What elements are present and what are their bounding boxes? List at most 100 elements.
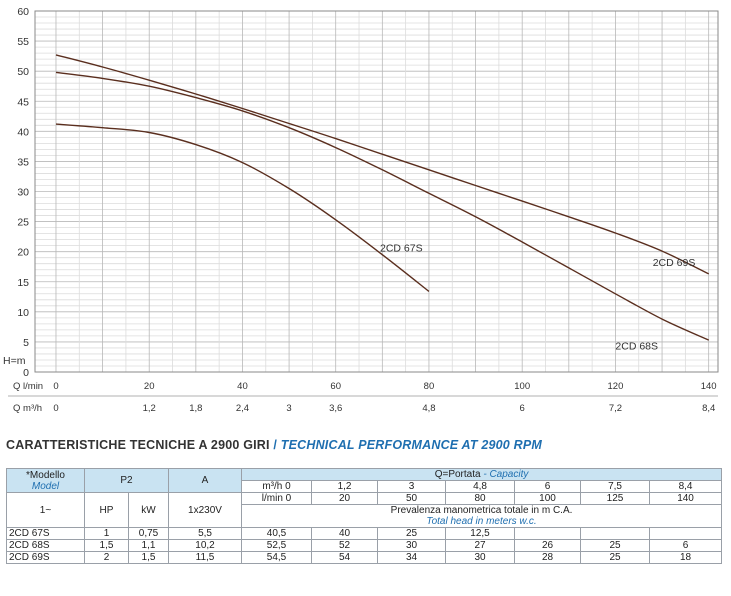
x-tick-label-lmin: 40	[237, 381, 248, 392]
m3h-cell: 3	[377, 480, 447, 493]
lmin-cell: 125	[580, 492, 651, 505]
head-cell: 30	[445, 551, 516, 564]
amp-cell: 5,5	[168, 527, 243, 540]
y-tick-label: 40	[17, 126, 29, 138]
kw-cell: 1,5	[127, 551, 170, 564]
y-tick-label: 35	[17, 156, 29, 168]
series-label: 2CD 67S	[380, 243, 423, 255]
head-cell: 26	[514, 539, 582, 552]
model-header: *Modello Model	[6, 468, 85, 493]
y-tick-label: 10	[17, 307, 29, 319]
lmin-cell: l/min 0	[241, 492, 313, 505]
plot-frame	[34, 10, 719, 373]
x-axis-label-lmin: Q l/min	[13, 381, 43, 392]
m3h-cell: m³/h 0	[241, 480, 313, 493]
m3h-cell: 6	[514, 480, 582, 493]
y-tick-label: 15	[17, 277, 29, 289]
hp-cell: 1,5	[84, 539, 129, 552]
x-tick-label-m3h: 6	[520, 403, 525, 414]
y-tick-label: 5	[23, 337, 29, 349]
hp-cell: 2	[84, 551, 129, 564]
x-tick-label-lmin: 120	[608, 381, 624, 392]
x-tick-label-lmin: 140	[701, 381, 717, 392]
amp-cell: 10,2	[168, 539, 243, 552]
kw-header: kW	[127, 492, 170, 528]
x-axis-label-m3h: Q m³/h	[13, 403, 42, 414]
lmin-cell: 20	[311, 492, 379, 505]
table-header-row: *Modello Model P2 A Q=Portata - Capacity	[6, 468, 723, 493]
y-tick-label: 60	[17, 6, 29, 18]
hp-header: HP	[84, 492, 129, 528]
y-tick-label: 55	[17, 36, 29, 48]
x-tick-label-m3h: 0	[53, 403, 58, 414]
head-cell: 54,5	[241, 551, 313, 564]
x-tick-label-lmin: 80	[424, 381, 435, 392]
model-cell: 2CD 69S	[6, 551, 85, 564]
y-tick-label: 45	[17, 96, 29, 108]
y-tick-label: 30	[17, 187, 29, 199]
lmin-cell: 80	[445, 492, 516, 505]
series-label: 2CD 69S	[653, 257, 696, 269]
lmin-cell: 50	[377, 492, 447, 505]
head-cell: 18	[649, 551, 723, 564]
kw-cell: 0,75	[127, 527, 170, 540]
lmin-cell: 140	[649, 492, 723, 505]
series-label: 2CD 68S	[615, 341, 658, 353]
x-tick-label-m3h: 1,2	[143, 403, 156, 414]
head-caption: Prevalenza manometrica totale in m C.A. T…	[241, 504, 723, 528]
head-cell: 52,5	[241, 539, 313, 552]
performance-table: *Modello Model P2 A Q=Portata - Capacity …	[6, 468, 723, 564]
head-cell	[514, 527, 582, 540]
head-cell: 34	[377, 551, 447, 564]
x-tick-label-lmin: 60	[330, 381, 341, 392]
voltage-cell: 1x230V	[168, 492, 243, 528]
m3h-cell: 1,2	[311, 480, 379, 493]
curve-2cd-67s	[55, 123, 430, 292]
head-cell: 12,5	[445, 527, 516, 540]
x-tick-label-m3h: 3	[286, 403, 291, 414]
head-cell	[649, 527, 723, 540]
phase-cell: 1~	[6, 492, 85, 528]
x-tick-label-lmin: 0	[53, 381, 58, 392]
table-row: 2CD 68S 1,5 1,1 10,2 52,5 52 30 27 26 25…	[6, 539, 723, 552]
units-row: 1~ HP kW 1x230V l/min 0 20 50 80 100 125…	[6, 492, 723, 528]
head-cell: 52	[311, 539, 379, 552]
amp-header: A	[168, 468, 243, 493]
model-cell: 2CD 68S	[6, 539, 85, 552]
capacity-header: Q=Portata - Capacity	[241, 468, 723, 481]
x-tick-label-m3h: 3,6	[329, 403, 342, 414]
table-row: 2CD 67S 1 0,75 5,5 40,5 40 25 12,5	[6, 527, 723, 540]
m3h-cell: 8,4	[649, 480, 723, 493]
x-tick-label-m3h: 4,8	[422, 403, 435, 414]
head-cell: 6	[649, 539, 723, 552]
head-cell: 28	[514, 551, 582, 564]
heading-english: TECHNICAL PERFORMANCE AT 2900 RPM	[280, 438, 543, 452]
y-tick-label: 50	[17, 66, 29, 78]
amp-cell: 11,5	[168, 551, 243, 564]
kw-cell: 1,1	[127, 539, 170, 552]
hp-cell: 1	[84, 527, 129, 540]
y-axis-label: H=m	[3, 355, 26, 367]
x-tick-label-m3h: 7,2	[609, 403, 622, 414]
x-tick-label-m3h: 1,8	[189, 403, 202, 414]
section-heading: CARATTERISTICHE TECNICHE A 2900 GIRI / T…	[6, 438, 542, 452]
y-tick-label: 0	[23, 367, 29, 379]
model-cell: 2CD 67S	[6, 527, 85, 540]
head-cell: 25	[580, 539, 651, 552]
head-cell: 30	[377, 539, 447, 552]
x-tick-label-m3h: 2,4	[236, 403, 249, 414]
lmin-cell: 100	[514, 492, 582, 505]
curve-2cd-69s	[55, 54, 710, 275]
p2-header: P2	[83, 468, 170, 493]
m3h-cell: 7,5	[580, 480, 651, 493]
head-cell: 25	[580, 551, 651, 564]
head-cell: 40,5	[241, 527, 313, 540]
y-tick-label: 20	[17, 247, 29, 259]
head-cell: 40	[311, 527, 379, 540]
curve-2cd-68s	[55, 71, 709, 341]
x-tick-label-lmin: 100	[514, 381, 530, 392]
heading-italian: CARATTERISTICHE TECNICHE A 2900 GIRI	[6, 438, 270, 452]
head-cell	[580, 527, 651, 540]
head-cell: 54	[311, 551, 379, 564]
